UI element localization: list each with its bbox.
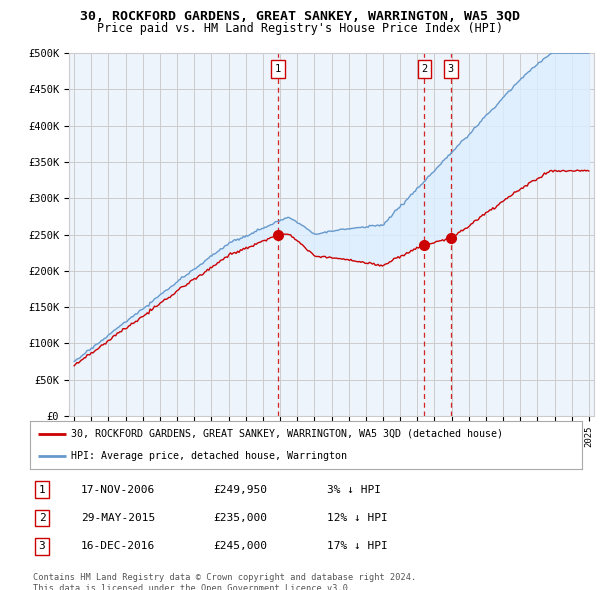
Text: £235,000: £235,000	[213, 513, 267, 523]
Text: 30, ROCKFORD GARDENS, GREAT SANKEY, WARRINGTON, WA5 3QD: 30, ROCKFORD GARDENS, GREAT SANKEY, WARR…	[80, 10, 520, 23]
Text: Contains HM Land Registry data © Crown copyright and database right 2024.
This d: Contains HM Land Registry data © Crown c…	[33, 573, 416, 590]
Text: 17-NOV-2006: 17-NOV-2006	[81, 485, 155, 494]
Text: 30, ROCKFORD GARDENS, GREAT SANKEY, WARRINGTON, WA5 3QD (detached house): 30, ROCKFORD GARDENS, GREAT SANKEY, WARR…	[71, 429, 503, 439]
Text: 3% ↓ HPI: 3% ↓ HPI	[327, 485, 381, 494]
Text: HPI: Average price, detached house, Warrington: HPI: Average price, detached house, Warr…	[71, 451, 347, 461]
Text: Price paid vs. HM Land Registry's House Price Index (HPI): Price paid vs. HM Land Registry's House …	[97, 22, 503, 35]
Text: 3: 3	[448, 64, 454, 74]
Text: 1: 1	[275, 64, 281, 74]
Text: 17% ↓ HPI: 17% ↓ HPI	[327, 542, 388, 551]
Text: 2: 2	[421, 64, 427, 74]
Text: 1: 1	[38, 485, 46, 494]
Text: £245,000: £245,000	[213, 542, 267, 551]
Text: 29-MAY-2015: 29-MAY-2015	[81, 513, 155, 523]
Text: 3: 3	[38, 542, 46, 551]
Text: £249,950: £249,950	[213, 485, 267, 494]
Text: 16-DEC-2016: 16-DEC-2016	[81, 542, 155, 551]
Text: 2: 2	[38, 513, 46, 523]
Text: 12% ↓ HPI: 12% ↓ HPI	[327, 513, 388, 523]
